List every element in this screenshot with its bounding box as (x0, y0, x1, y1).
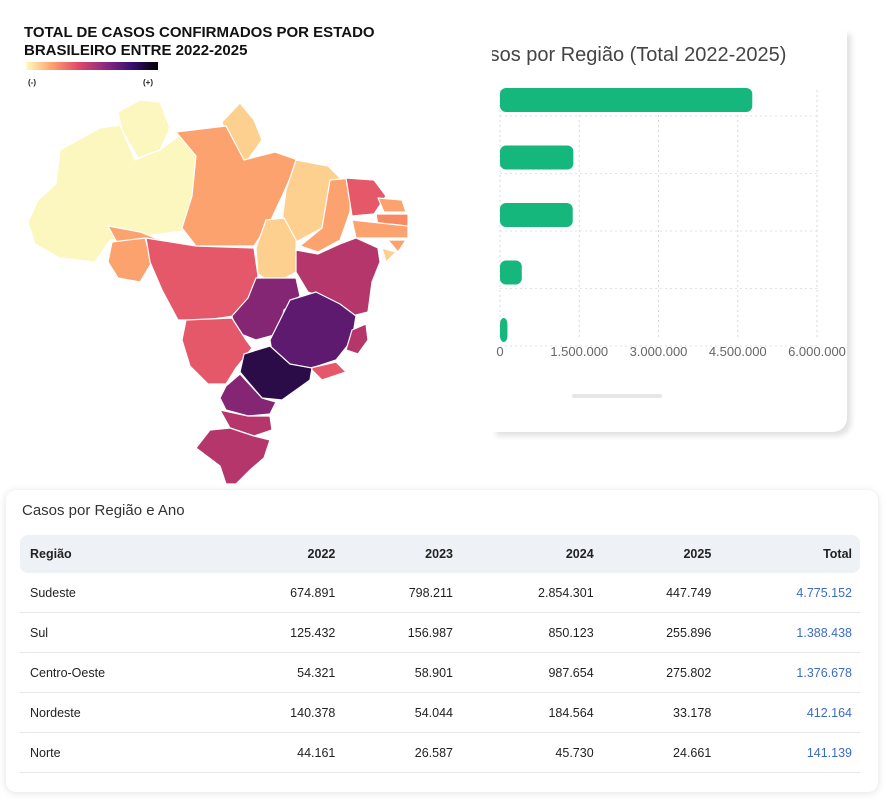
header-total: Total (823, 547, 852, 561)
bar-sudeste (500, 88, 753, 112)
cell-2022: 44.161 (225, 732, 344, 773)
cell-total: 412.164 (719, 692, 860, 733)
cell-2025: 275.802 (601, 652, 720, 693)
cell-2025: 24.661 (601, 732, 720, 773)
x-tick-label: 4.500.000 (709, 344, 767, 359)
state-al (387, 239, 407, 253)
table-row: Nordeste 140.378 54.044 184.564 33.178 4… (20, 692, 860, 733)
cell-2023: 54.044 (343, 692, 461, 733)
cell-total: 1.388.438 (719, 612, 860, 653)
cell-total: 1.376.678 (719, 652, 860, 693)
cell-2025: 447.749 (601, 573, 720, 613)
bar-chart-svg: 0 1.500.000 3.000.000 4.500.000 6.000.000 (496, 88, 846, 398)
bar-centro-oeste (500, 203, 573, 227)
cell-2023: 156.987 (343, 612, 461, 653)
state-ba (295, 237, 381, 317)
cell-2023: 798.211 (343, 573, 461, 613)
cell-region: Nordeste (20, 692, 226, 733)
state-ms (181, 317, 253, 385)
state-sp (239, 345, 313, 401)
state-pe (351, 219, 409, 239)
choropleth-map-panel: TOTAL DE CASOS CONFIRMADOS POR ESTADO BR… (0, 0, 470, 490)
cell-2023: 26.587 (343, 732, 461, 773)
x-tick-label: 3.000.000 (630, 344, 688, 359)
header-regiao: Região (30, 547, 72, 561)
cell-region: Sudeste (20, 573, 226, 613)
cell-2025: 33.178 (601, 692, 720, 733)
cell-region: Sul (20, 612, 226, 653)
color-scale-legend (26, 62, 158, 70)
cell-2024: 850.123 (460, 612, 602, 653)
chart-scrollbar[interactable] (572, 394, 662, 398)
table-header-row: Região 2022 2023 2024 2025 Total (20, 535, 860, 573)
bar-chart-title: Casos por Região (Total 2022-2025) (492, 44, 786, 67)
header-2023: 2023 (425, 547, 453, 561)
bar-norte (500, 318, 508, 342)
state-es (345, 323, 369, 355)
table-title: Casos por Região e Ano (22, 502, 185, 519)
cell-2022: 140.378 (225, 692, 344, 733)
cell-2024: 2.854.301 (460, 573, 602, 613)
region-year-table: Região 2022 2023 2024 2025 Total Sudeste… (20, 535, 860, 773)
cell-2024: 987.654 (460, 652, 602, 693)
table-row: Centro-Oeste 54.321 58.901 987.654 275.8… (20, 652, 860, 693)
region-bar-chart-panel: Casos por Região (Total 2022-2025) 0 1.50… (492, 30, 847, 432)
map-title-line-1: TOTAL DE CASOS CONFIRMADOS POR ESTADO (24, 24, 375, 41)
bar-sul (500, 145, 574, 170)
legend-min-label: (-) (28, 78, 36, 87)
cell-2022: 674.891 (225, 573, 344, 613)
map-title: TOTAL DE CASOS CONFIRMADOS POR ESTADO BR… (24, 24, 424, 60)
state-ro (107, 237, 153, 283)
state-mg (269, 291, 357, 373)
legend-max-label: (+) (143, 78, 153, 87)
cell-total: 4.775.152 (719, 573, 860, 613)
table-row: Norte 44.161 26.587 45.730 24.661 141.13… (20, 732, 860, 773)
x-tick-label: 0 (496, 344, 503, 359)
state-go (231, 277, 301, 341)
state-rj (309, 361, 347, 381)
state-rn (377, 197, 407, 213)
cell-2024: 45.730 (460, 732, 602, 773)
x-tick-label: 1.500.000 (550, 344, 608, 359)
state-se (381, 247, 397, 263)
region-year-table-panel: Casos por Região e Ano Região 2022 2023 … (6, 490, 878, 792)
cell-2025: 255.896 (601, 612, 720, 653)
cell-2022: 125.432 (225, 612, 344, 653)
header-2025: 2025 (683, 547, 712, 561)
table-row: Sul 125.432 156.987 850.123 255.896 1.38… (20, 612, 860, 653)
cell-total: 141.139 (719, 732, 860, 773)
table-row: Sudeste 674.891 798.211 2.854.301 447.74… (20, 573, 860, 613)
bar-chart-title-text: Casos por Região (Total 2022-2025) (492, 44, 787, 66)
header-2024: 2024 (565, 547, 594, 561)
x-tick-label: 6.000.000 (788, 344, 846, 359)
state-rr (117, 99, 171, 159)
cell-region: Centro-Oeste (20, 652, 226, 693)
cell-2023: 58.901 (343, 652, 461, 693)
state-rs (195, 427, 271, 485)
state-ce (345, 177, 387, 217)
cell-2024: 184.564 (460, 692, 602, 733)
bar-nordeste (500, 260, 522, 285)
brazil-map (27, 99, 409, 485)
header-2022: 2022 (307, 547, 336, 561)
cell-region: Norte (20, 732, 226, 773)
cell-2022: 54.321 (225, 652, 344, 693)
map-title-line-2: BRASILEIRO ENTRE 2022-2025 (24, 42, 248, 59)
state-pr (219, 373, 277, 417)
